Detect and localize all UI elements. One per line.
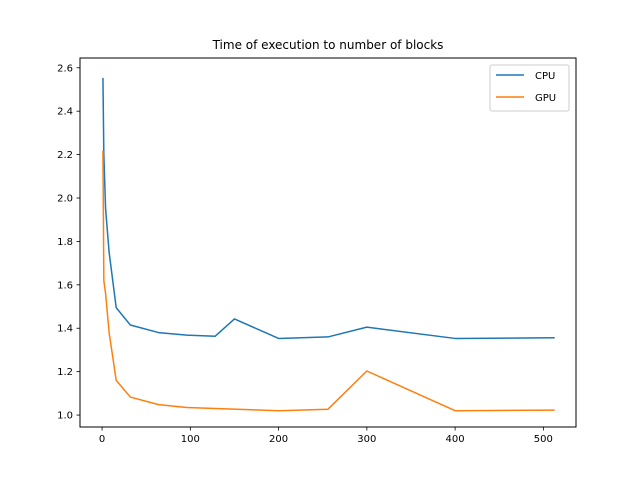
legend: CPU GPU <box>489 64 570 112</box>
x-tick-label: 500 <box>534 434 553 445</box>
x-tick-label: 400 <box>446 434 465 445</box>
y-tick-label: 1.0 <box>57 411 73 422</box>
axes-layer: 0 100 200 300 400 500 1.0 1.2 1.4 1.6 1.8 2.0 2.2 2.4… <box>57 63 553 445</box>
y-tick-label: 2.4 <box>57 107 73 118</box>
y-tick-label: 2.0 <box>57 194 73 205</box>
series-line-cpu <box>102 77 555 340</box>
x-tick-label: 0 <box>99 434 105 445</box>
y-tick-label: 2.2 <box>57 150 73 161</box>
x-tick-label: 200 <box>269 434 288 445</box>
y-tick-label: 1.4 <box>57 324 73 335</box>
y-tick-label: 1.6 <box>57 280 73 291</box>
chart-title: Time of execution to number of blocks <box>212 38 444 52</box>
series-layer <box>102 77 555 412</box>
plot-area-frame <box>79 57 577 428</box>
y-tick-label: 1.8 <box>57 237 73 248</box>
series-line-gpu <box>102 150 555 412</box>
y-tick-label: 2.6 <box>57 63 73 74</box>
y-tick-label: 1.2 <box>57 367 73 378</box>
legend-label-cpu: CPU <box>535 71 555 82</box>
legend-label-gpu: GPU <box>535 93 556 104</box>
legend-box <box>489 64 570 112</box>
x-tick-label: 100 <box>181 434 200 445</box>
x-tick-label: 300 <box>357 434 376 445</box>
